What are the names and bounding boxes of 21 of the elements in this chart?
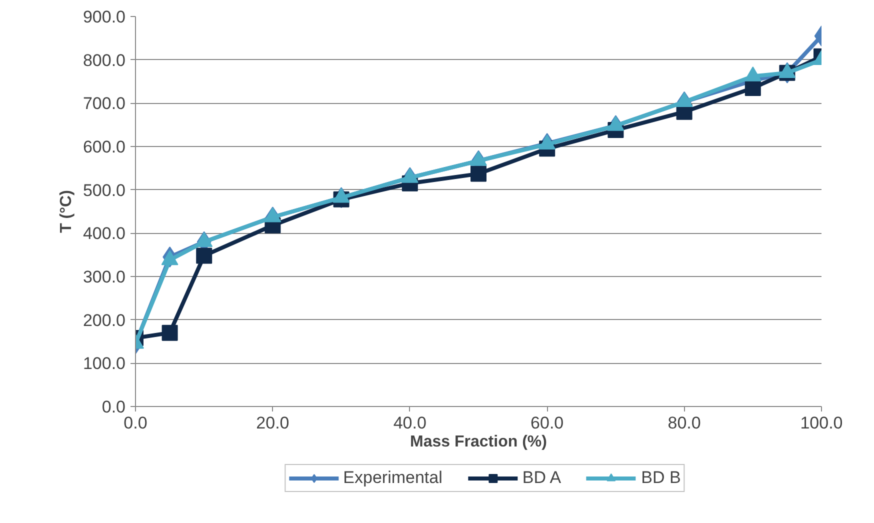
y-tick-label: 900.0 (82, 8, 126, 26)
x-tick-label: 0.0 (124, 414, 148, 432)
x-tick-label: 80.0 (668, 414, 701, 432)
y-axis-title: T (°C) (58, 190, 75, 233)
y-tick-label: 400.0 (82, 224, 126, 244)
legend-label: Experimental (343, 468, 442, 488)
x-axis-title: Mass Fraction (%) (410, 434, 547, 450)
y-tick-label: 300.0 (82, 268, 126, 286)
y-tick-label: 700.0 (82, 94, 126, 114)
y-tick-label: 0.0 (102, 398, 126, 416)
legend-label: BD B (641, 468, 681, 488)
y-tick-label: 600.0 (82, 138, 126, 156)
x-tick-label: 100.0 (800, 414, 843, 432)
y-tick-label: 100.0 (82, 354, 126, 374)
y-tick-label: 200.0 (82, 310, 126, 330)
x-tick-label: 40.0 (393, 414, 426, 432)
x-tick-label: 20.0 (256, 414, 290, 432)
y-tick-label: 800.0 (82, 50, 126, 70)
x-tick-label: 60.0 (530, 414, 564, 432)
y-tick-label: 500.0 (82, 180, 126, 200)
legend-label: BD A (522, 468, 562, 488)
